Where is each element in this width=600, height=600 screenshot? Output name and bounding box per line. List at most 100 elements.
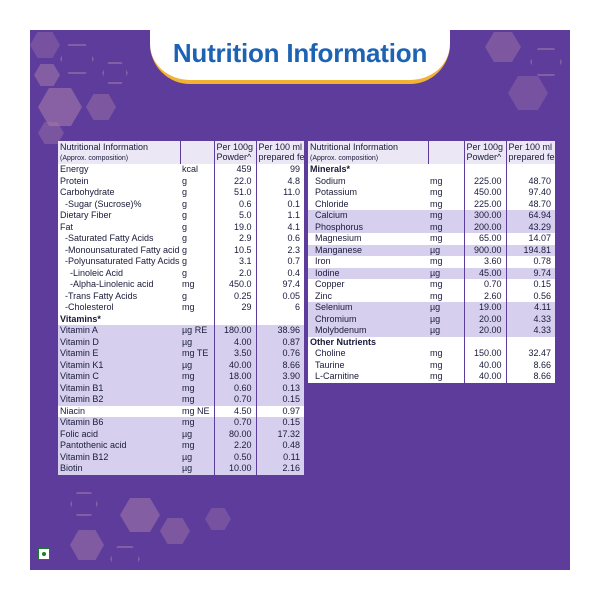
- table-row: Vitamin B6 mg 0.70 0.15: [58, 417, 304, 429]
- table-row: -Polyunsaturated Fatty Acids g 3.1 0.7: [58, 256, 304, 268]
- value-per-100g: [463, 336, 506, 348]
- section-heading-row: Other Nutrients: [308, 336, 555, 348]
- decor-hexagon-icon: [160, 518, 190, 544]
- value-per-100ml: 0.7: [255, 256, 304, 268]
- nutrient-name: Vitamin B12: [58, 451, 180, 463]
- value-per-100ml: 0.13: [255, 382, 304, 394]
- table-row: Copper mg 0.70 0.15: [308, 279, 555, 291]
- value-per-100ml: 0.05: [255, 290, 304, 302]
- value-per-100ml: 194.81: [505, 244, 555, 256]
- value-per-100ml: 3.90: [255, 371, 304, 383]
- decor-hexagon-icon: [485, 32, 521, 62]
- table-row: Folic acid µg 80.00 17.32: [58, 428, 304, 440]
- value-per-100ml: 1.1: [255, 210, 304, 222]
- header-per-100g: Per 100g Powder^: [464, 141, 507, 164]
- table-row: Chromium µg 20.00 4.33: [308, 313, 555, 325]
- value-per-100g: 3.50: [213, 348, 256, 360]
- table-row: Manganese µg 900.00 194.81: [308, 244, 555, 256]
- table-row: Chloride mg 225.00 48.70: [308, 198, 555, 210]
- veg-symbol-icon: [38, 548, 50, 560]
- nutrient-name: Energy: [58, 164, 180, 176]
- nutrient-unit: mg: [428, 290, 464, 302]
- value-per-100ml: 8.66: [505, 359, 555, 371]
- nutrient-name: Fat: [58, 221, 180, 233]
- decor-hexagon-icon: [30, 32, 60, 58]
- decor-hexagon-icon: [530, 48, 562, 76]
- value-per-100ml: 0.6: [255, 233, 304, 245]
- value-per-100g: 2.9: [213, 233, 256, 245]
- nutrient-name: Niacin: [58, 405, 180, 417]
- value-per-100g: 29: [213, 302, 256, 314]
- value-per-100ml: 8.66: [505, 371, 555, 383]
- table-row: Vitamin B2 mg 0.70 0.15: [58, 394, 304, 406]
- value-per-100g: 45.00: [463, 267, 506, 279]
- value-per-100ml: 0.97: [255, 405, 304, 417]
- value-per-100g: 20.00: [463, 325, 506, 337]
- value-per-100g: [463, 164, 506, 176]
- table-row: -Cholesterol mg 29 6: [58, 302, 304, 314]
- decor-hexagon-icon: [120, 498, 160, 532]
- header-unit: [180, 141, 215, 164]
- value-per-100ml: 43.29: [505, 221, 555, 233]
- table-row: Vitamin K1 µg 40.00 8.66: [58, 359, 304, 371]
- decor-hexagon-icon: [38, 122, 64, 144]
- nutrient-unit: g: [180, 256, 214, 268]
- nutrient-unit: mg: [428, 175, 464, 187]
- header-nutritional-info: Nutritional Information (Approx. composit…: [58, 141, 181, 164]
- value-per-100ml: 48.70: [505, 198, 555, 210]
- nutrient-unit: g: [180, 175, 214, 187]
- nutrient-name: Taurine: [308, 359, 428, 371]
- table-header: Nutritional Information (Approx. composit…: [308, 141, 555, 164]
- value-per-100g: 0.6: [213, 198, 256, 210]
- nutrient-unit: mg: [180, 371, 214, 383]
- value-per-100ml: 14.07: [505, 233, 555, 245]
- nutrient-name: Vitamin E: [58, 348, 180, 360]
- value-per-100ml: 32.47: [505, 348, 555, 360]
- value-per-100g: 300.00: [463, 210, 506, 222]
- table-row: Potassium mg 450.00 97.40: [308, 187, 555, 199]
- nutrient-unit: mg: [180, 279, 214, 291]
- value-per-100g: 459: [213, 164, 256, 176]
- value-per-100g: 19.0: [213, 221, 256, 233]
- nutrient-name: Chromium: [308, 313, 428, 325]
- value-per-100g: 0.50: [213, 451, 256, 463]
- nutrient-unit: µg: [180, 451, 214, 463]
- nutrient-name: Selenium: [308, 302, 428, 314]
- nutrient-unit: g: [180, 267, 214, 279]
- value-per-100ml: [505, 336, 555, 348]
- table-row: Magnesium mg 65.00 14.07: [308, 233, 555, 245]
- nutrient-name: -Trans Fatty Acids: [58, 290, 180, 302]
- nutrient-name: Vitamin K1: [58, 359, 180, 371]
- nutrient-unit: mg: [428, 359, 464, 371]
- nutrient-unit: [428, 336, 464, 348]
- table-row: Selenium µg 19.00 4.11: [308, 302, 555, 314]
- nutrient-name: Vitamin C: [58, 371, 180, 383]
- value-per-100ml: 4.11: [505, 302, 555, 314]
- nutrient-name: -Cholesterol: [58, 302, 180, 314]
- table-row: Vitamin B1 mg 0.60 0.13: [58, 382, 304, 394]
- table-header: Nutritional Information (Approx. composit…: [58, 141, 304, 164]
- nutrient-unit: mg: [428, 221, 464, 233]
- nutrient-unit: µg: [180, 359, 214, 371]
- value-per-100g: 2.0: [213, 267, 256, 279]
- section-heading-row: Vitamins*: [58, 313, 304, 325]
- table-row: L-Carnitine mg 40.00 8.66: [308, 371, 555, 383]
- nutrient-name: -Linoleic Acid: [58, 267, 180, 279]
- nutrient-name: Biotin: [58, 463, 180, 475]
- value-per-100g: 0.60: [213, 382, 256, 394]
- value-per-100ml: 17.32: [255, 428, 304, 440]
- section-heading-row: Minerals*: [308, 164, 555, 176]
- table-row: Fat g 19.0 4.1: [58, 221, 304, 233]
- nutrient-name: Vitamin D: [58, 336, 180, 348]
- table-row: Protein g 22.0 4.8: [58, 175, 304, 187]
- value-per-100g: 150.00: [463, 348, 506, 360]
- value-per-100ml: 0.11: [255, 451, 304, 463]
- table-row: Biotin µg 10.00 2.16: [58, 463, 304, 475]
- value-per-100g: 2.20: [213, 440, 256, 452]
- value-per-100g: 18.00: [213, 371, 256, 383]
- header-nutritional-info: Nutritional Information (Approx. composit…: [308, 141, 429, 164]
- value-per-100ml: 0.56: [505, 290, 555, 302]
- value-per-100ml: 48.70: [505, 175, 555, 187]
